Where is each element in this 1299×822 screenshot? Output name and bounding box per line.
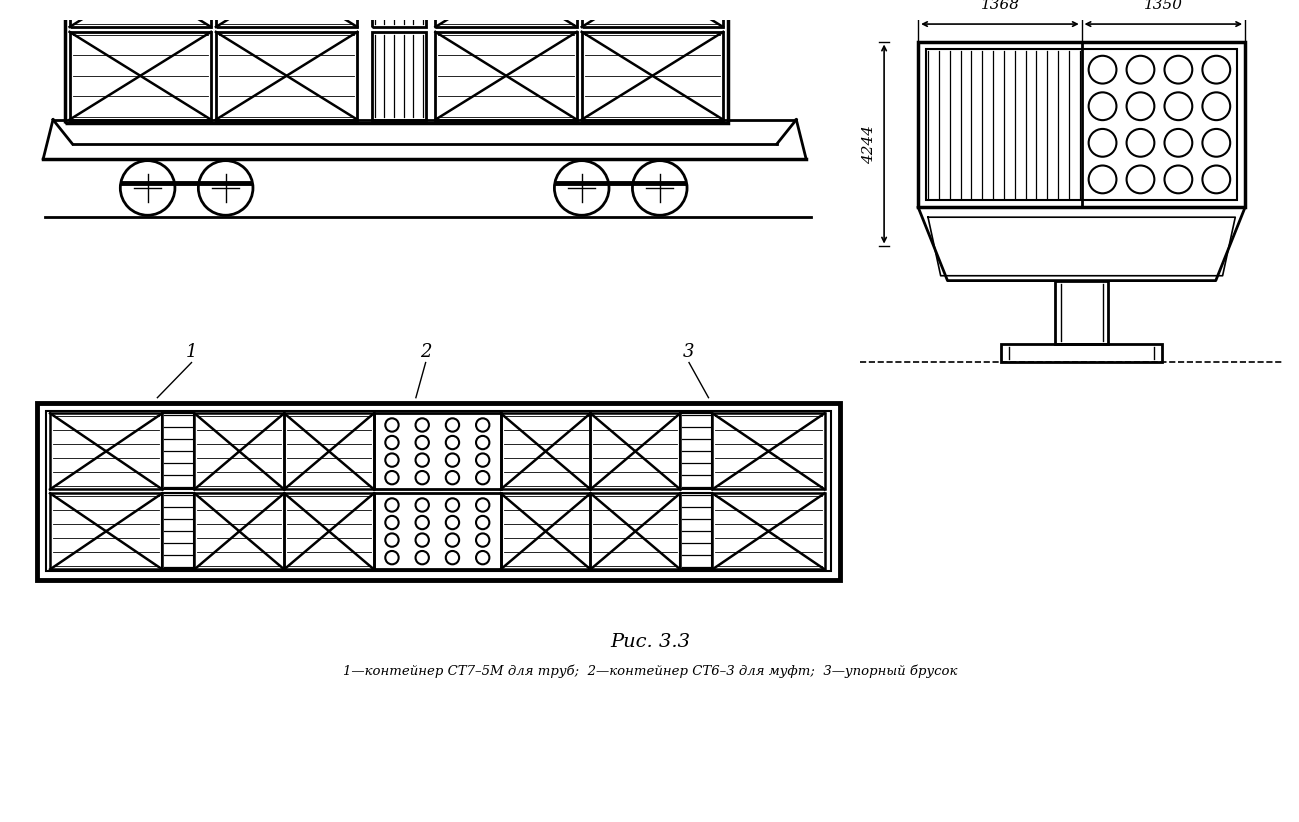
- Bar: [38, 403, 840, 580]
- Bar: [435, 32, 577, 120]
- Text: 1—контейнер СТ7–5М для труб;  2—контейнер СТ6–3 для муфт;  3—упорный брусок: 1—контейнер СТ7–5М для труб; 2—контейнер…: [343, 664, 957, 677]
- Text: 1368: 1368: [981, 0, 1020, 12]
- Text: 4244: 4244: [863, 125, 877, 164]
- Text: Рис. 3.3: Рис. 3.3: [611, 633, 690, 650]
- Bar: [284, 493, 374, 570]
- Bar: [47, 411, 831, 571]
- Bar: [374, 413, 500, 489]
- Bar: [51, 493, 162, 570]
- Bar: [591, 413, 681, 489]
- Bar: [582, 0, 724, 27]
- Bar: [1055, 280, 1108, 344]
- Bar: [500, 493, 591, 570]
- Bar: [216, 0, 357, 27]
- Bar: [65, 0, 727, 122]
- Bar: [372, 32, 426, 120]
- Text: 3: 3: [683, 343, 695, 361]
- Text: 2: 2: [420, 343, 431, 361]
- Bar: [435, 0, 577, 27]
- Bar: [500, 413, 591, 489]
- Bar: [284, 413, 374, 489]
- Bar: [681, 493, 712, 570]
- Bar: [70, 32, 210, 120]
- Bar: [70, 0, 210, 27]
- Bar: [195, 493, 284, 570]
- Bar: [162, 493, 195, 570]
- Bar: [162, 413, 195, 489]
- Bar: [195, 413, 284, 489]
- Bar: [712, 413, 825, 489]
- Bar: [681, 413, 712, 489]
- Text: 1: 1: [186, 343, 197, 361]
- Bar: [1002, 344, 1163, 362]
- Bar: [372, 0, 426, 27]
- Bar: [374, 493, 500, 570]
- Bar: [591, 493, 681, 570]
- Bar: [216, 32, 357, 120]
- Bar: [926, 49, 1237, 200]
- Bar: [51, 413, 162, 489]
- Bar: [712, 493, 825, 570]
- Text: 1350: 1350: [1144, 0, 1183, 12]
- Bar: [918, 42, 1244, 207]
- Bar: [582, 32, 724, 120]
